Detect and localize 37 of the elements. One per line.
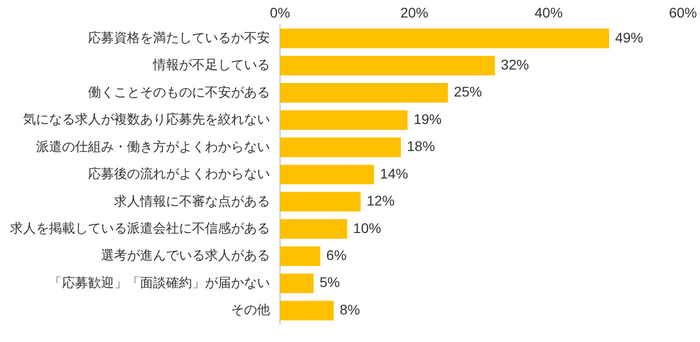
bar [280,83,448,103]
data-label: 14% [380,165,408,182]
y-tick-label: 応募資格を満たしているか不安 [88,30,270,45]
y-tick-label: 働くことそのものに不安がある [88,84,270,100]
y-tick-label: その他 [231,302,270,318]
x-tick-label: 40% [534,4,563,20]
data-label: 18% [406,138,435,154]
bar [280,164,374,184]
bar [280,300,334,320]
x-tick-label: 60% [668,4,698,20]
x-tick-label: 0% [270,4,290,20]
y-tick-label: 選考が進んでいる求人がある [101,248,270,263]
x-tick-label: 20% [400,4,428,20]
data-label: 19% [414,110,442,127]
bar [280,28,610,48]
data-label: 8% [340,301,360,318]
bar [280,246,320,266]
data-label: 32% [500,56,529,72]
bar [280,56,495,76]
data-label: 49% [615,29,644,46]
y-tick-label: 応募後の流れがよくわからない [88,166,270,182]
data-label: 5% [320,274,340,290]
data-label: 6% [326,247,347,264]
bar [280,137,401,158]
data-label: 25% [454,84,482,100]
data-label: 10% [353,220,382,236]
bar [280,219,348,239]
y-tick-label: 気になる求人が複数あり応募先を絞れない [23,112,270,127]
bar [280,110,408,130]
bar [280,274,314,294]
y-tick-label: 「応募歓迎」「面談確約」が届かない [49,274,270,290]
data-label: 12% [366,192,395,209]
y-tick-label: 派遣の仕組み・働き方がよくわからない [36,138,270,154]
y-tick-label: 求人を掲載している派遣会社に不信感がある [10,220,270,236]
bar [280,192,361,212]
y-tick-label: 求人情報に不審な点がある [114,193,270,208]
y-tick-label: 情報が不足している [152,57,270,72]
